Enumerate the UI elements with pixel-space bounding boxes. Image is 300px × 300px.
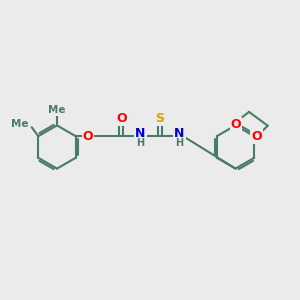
Text: O: O <box>83 130 93 143</box>
Text: Me: Me <box>48 105 66 115</box>
Text: N: N <box>174 127 185 140</box>
Text: Me: Me <box>11 119 28 129</box>
Text: H: H <box>176 138 184 148</box>
Text: O: O <box>231 118 242 131</box>
Text: H: H <box>136 138 145 148</box>
Text: O: O <box>251 130 262 143</box>
Text: S: S <box>155 112 164 125</box>
Text: O: O <box>116 112 127 125</box>
Text: N: N <box>135 127 146 140</box>
